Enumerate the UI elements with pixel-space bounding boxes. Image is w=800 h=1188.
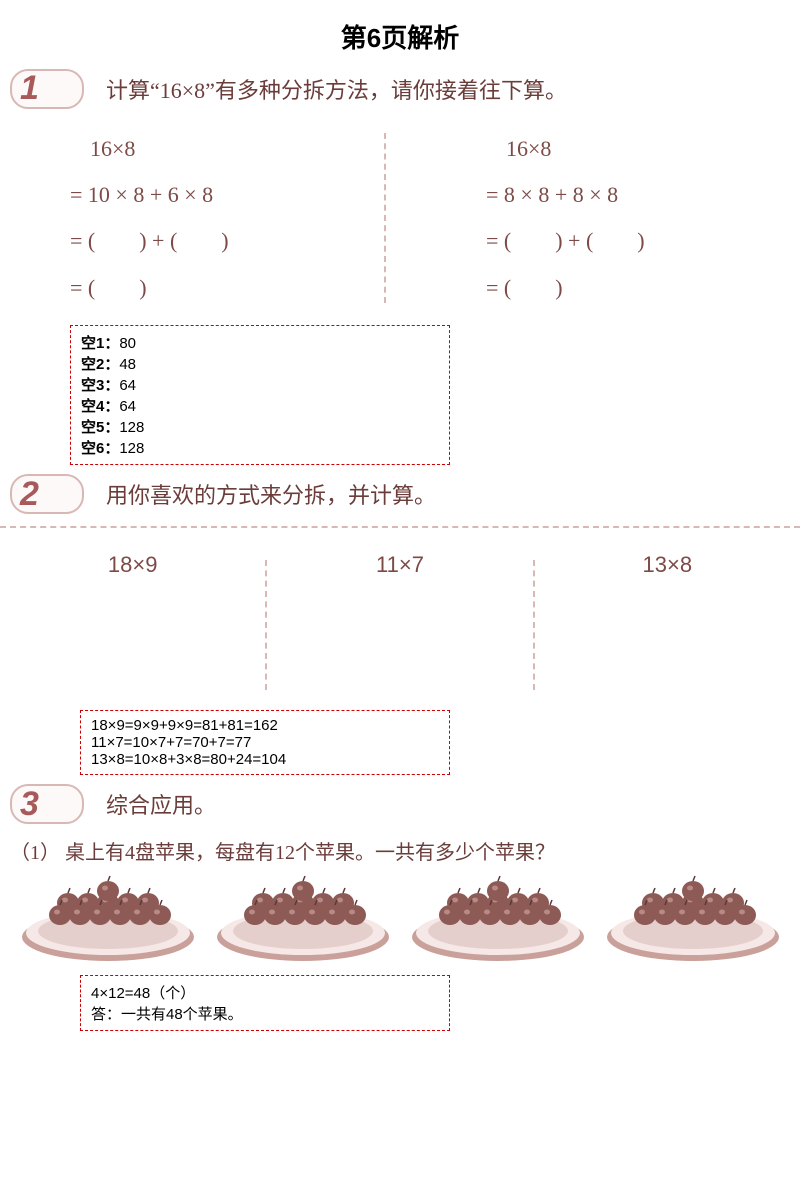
q1-body: 16×8 = 10 × 8 + 6 × 8 = ( ) + ( ) = ( ) … [0,120,800,317]
q1-answer-box: 空1：80空2：48空3：64空4：64空5：128空6：128 [70,325,450,465]
answer-line: 11×7=10×7+7=70+7=77 [91,734,439,751]
q1-number: 1 [6,69,66,108]
q1-right-column: 16×8 = 8 × 8 + 8 × 8 = ( ) + ( ) = ( ) [386,126,800,311]
q3-number: 3 [6,785,66,824]
answer-line: 空2：48 [81,353,439,374]
q1-right-line1: 16×8 [486,126,800,172]
q2-body: 18×9 11×7 13×8 [0,546,800,708]
q3-subquestion: （1） 桌上有4盘苹果，每盘有12个苹果。一共有多少个苹果？ [10,836,800,865]
q3-text: 综合应用。 [106,788,216,820]
answer-line: 4×12=48（个） [91,982,439,1003]
q3-answer-box: 4×12=48（个）答：一共有48个苹果。 [80,975,450,1031]
answer-line: 答：一共有48个苹果。 [91,1003,439,1024]
q2-header: 2 用你喜欢的方式来分拆，并计算。 [6,475,800,514]
q1-left-line1: 16×8 [70,126,384,172]
q1-header: 1 计算“16×8”有多种分拆方法，请你接着往下算。 [6,69,800,108]
q2-col-1: 18×9 [0,552,265,702]
q1-left-line2: = 10 × 8 + 6 × 8 [70,172,384,218]
answer-line: 13×8=10×8+3×8=80+24=104 [91,751,439,768]
apple-plate-icon [18,875,198,965]
q2-answer-box: 18×9=9×9+9×9=81+81=16211×7=10×7+7=70+7=7… [80,710,450,775]
apple-plate-icon [603,875,783,965]
answer-line: 空6：128 [81,437,439,458]
q2-text: 用你喜欢的方式来分拆，并计算。 [106,478,436,510]
answer-line: 空1：80 [81,332,439,353]
q1-left-column: 16×8 = 10 × 8 + 6 × 8 = ( ) + ( ) = ( ) [0,126,384,311]
q1-right-line4: = ( ) [486,265,800,311]
q2-col-2: 11×7 [267,552,532,702]
answer-line: 空4：64 [81,395,439,416]
apple-plate-icon [213,875,393,965]
apple-plates-row [0,875,800,965]
q1-text: 计算“16×8”有多种分拆方法，请你接着往下算。 [106,73,567,105]
page-title: 第6页解析 [0,18,800,55]
q3-header: 3 综合应用。 [6,785,800,824]
q2-number: 2 [6,475,66,514]
q2-col-3: 13×8 [535,552,800,702]
q2-top-divider [0,526,800,528]
q1-left-line4: = ( ) [70,265,384,311]
q1-right-line2: = 8 × 8 + 8 × 8 [486,172,800,218]
q1-right-line3: = ( ) + ( ) [486,218,800,264]
q1-left-line3: = ( ) + ( ) [70,218,384,264]
apple-plate-icon [408,875,588,965]
answer-line: 18×9=9×9+9×9=81+81=162 [91,717,439,734]
answer-line: 空5：128 [81,416,439,437]
answer-line: 空3：64 [81,374,439,395]
